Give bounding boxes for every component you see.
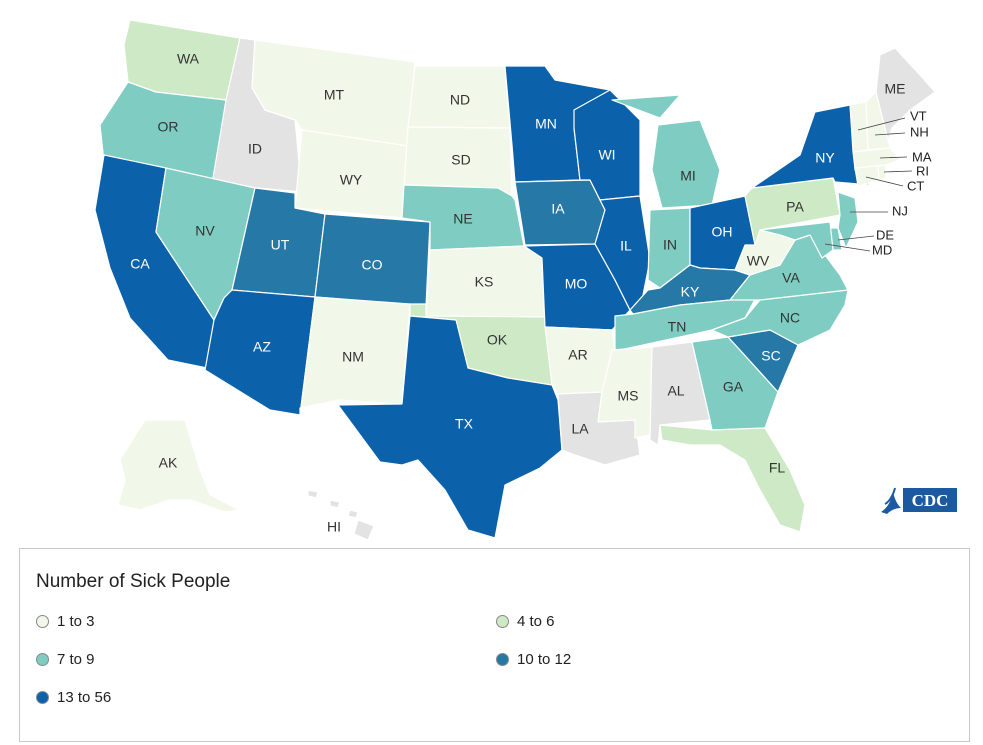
cdc-logo-text: CDC [912,491,949,510]
legend-item-label: 10 to 12 [517,651,572,668]
state-md[interactable] [759,221,834,259]
label-al: AL [667,383,684,399]
label-wv: WV [747,253,770,269]
label-ut: UT [271,237,290,253]
state-tx[interactable] [337,315,563,539]
legend-swatch-icon [36,691,49,704]
cdc-logo: CDC [879,482,959,516]
legend-swatch-icon [496,615,509,628]
label-ky: KY [681,284,700,300]
legend-item-label: 1 to 3 [57,613,95,630]
label-nh: NH [910,124,929,139]
label-ms: MS [618,388,639,404]
state-fl[interactable] [659,424,806,533]
label-la: LA [571,421,589,437]
label-ct: CT [907,178,924,193]
state-labels: WA OR CA ID NV MT WY UT AZ CO NM ND SD N… [130,51,932,535]
label-nm: NM [342,349,364,365]
state-nh[interactable] [865,91,891,151]
legend-item-4-to-6: 4 to 6 [496,613,555,630]
state-me[interactable] [875,47,936,141]
label-fl: FL [769,460,786,476]
legend: Number of Sick People 1 to 3 4 to 6 7 to… [19,548,970,742]
legend-item-7-to-9: 7 to 9 [36,651,95,668]
label-nv: NV [195,223,215,239]
label-tx: TX [455,416,474,432]
legend-swatch-icon [36,615,49,628]
label-mn: MN [535,116,557,132]
label-pa: PA [786,199,804,215]
state-nj[interactable] [837,191,859,249]
legend-item-10-to-12: 10 to 12 [496,651,571,668]
label-md: MD [872,242,892,257]
label-tn: TN [668,319,687,335]
label-or: OR [158,119,179,135]
label-sd: SD [451,152,470,168]
label-mi: MI [680,168,696,184]
label-de: DE [876,227,894,242]
state-ak[interactable] [117,419,241,513]
label-vt: VT [910,108,927,123]
label-nc: NC [780,310,800,326]
legend-item-label: 7 to 9 [57,651,95,668]
label-ks: KS [475,274,494,290]
label-in: IN [663,237,677,253]
legend-item-1-to-3: 1 to 3 [36,613,95,630]
legend-title: Number of Sick People [36,571,231,592]
label-il: IL [620,238,632,254]
us-map-svg: WA OR CA ID NV MT WY UT AZ CO NM ND SD N… [94,19,936,541]
label-mo: MO [565,276,588,292]
label-wi: WI [598,147,615,163]
callout-leaders [824,117,913,252]
label-ny: NY [815,150,835,166]
label-wy: WY [340,172,363,188]
state-vt[interactable] [849,101,869,153]
state-hi[interactable] [307,489,375,541]
legend-item-label: 4 to 6 [517,613,555,630]
label-ri: RI [916,163,929,178]
label-nd: ND [450,92,470,108]
state-ri[interactable] [877,164,887,181]
label-nj: NJ [892,203,908,218]
label-mt: MT [324,87,345,103]
legend-swatch-icon [496,653,509,666]
label-ca: CA [130,256,150,272]
label-ma: MA [912,149,932,164]
legend-item-13-to-56: 13 to 56 [36,689,111,706]
hhs-eagle-icon [881,487,901,514]
label-oh: OH [712,224,733,240]
label-ar: AR [568,347,587,363]
label-hi: HI [327,519,341,535]
us-map: WA OR CA ID NV MT WY UT AZ CO NM ND SD N… [94,19,959,541]
label-me: ME [885,81,906,97]
label-sc: SC [761,348,780,364]
label-wa: WA [177,51,200,67]
legend-item-label: 13 to 56 [57,689,112,706]
label-ak: AK [159,455,178,471]
label-va: VA [782,270,800,286]
label-id: ID [248,141,262,157]
label-ga: GA [723,379,744,395]
legend-swatch-icon [36,653,49,666]
label-ne: NE [453,211,472,227]
label-co: CO [362,257,383,273]
label-ia: IA [551,201,565,217]
label-ok: OK [487,332,508,348]
label-az: AZ [253,339,271,355]
